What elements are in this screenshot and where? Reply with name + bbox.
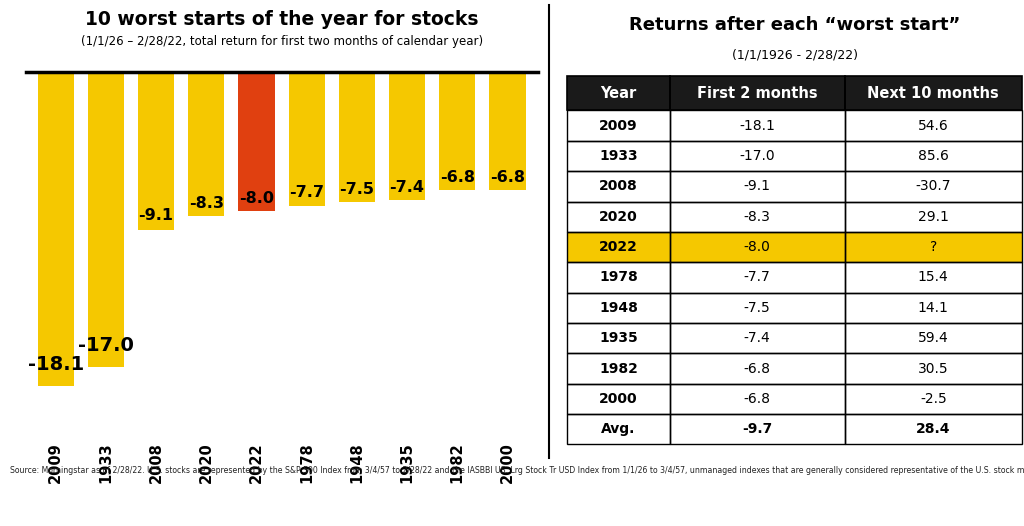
Bar	[439, 72, 475, 190]
Bar	[88, 72, 124, 367]
Bar	[289, 72, 325, 206]
Bar	[489, 72, 525, 190]
Text: 14.1: 14.1	[918, 301, 948, 315]
Text: 2000: 2000	[599, 392, 638, 406]
Text: 54.6: 54.6	[918, 119, 948, 133]
Text: 2008: 2008	[599, 179, 638, 194]
Text: 1978: 1978	[599, 270, 638, 285]
Text: 1948: 1948	[599, 301, 638, 315]
Text: -7.4: -7.4	[389, 180, 425, 195]
Text: -7.5: -7.5	[743, 301, 770, 315]
Text: -7.7: -7.7	[743, 270, 770, 285]
Bar	[239, 72, 274, 211]
Bar	[188, 72, 224, 216]
Text: Avg.: Avg.	[601, 422, 636, 436]
Bar	[339, 72, 375, 202]
Text: 28.4: 28.4	[916, 422, 950, 436]
Text: 29.1: 29.1	[918, 210, 948, 224]
Text: -2.5: -2.5	[920, 392, 946, 406]
Text: Returns after each “worst start”: Returns after each “worst start”	[629, 16, 961, 34]
Text: -8.3: -8.3	[743, 210, 770, 224]
Text: -8.0: -8.0	[743, 240, 770, 254]
Text: -18.1: -18.1	[739, 119, 775, 133]
Text: -8.3: -8.3	[188, 196, 224, 211]
Text: -8.0: -8.0	[239, 190, 274, 206]
Text: -9.1: -9.1	[138, 208, 174, 223]
Text: -6.8: -6.8	[743, 361, 771, 376]
Text: -17.0: -17.0	[739, 149, 775, 163]
Text: 2022: 2022	[599, 240, 638, 254]
Text: (1/1/26 – 2/28/22, total return for first two months of calendar year): (1/1/26 – 2/28/22, total return for firs…	[81, 35, 482, 48]
Text: First 2 months: First 2 months	[696, 86, 817, 101]
Text: 2020: 2020	[599, 210, 638, 224]
Text: -6.8: -6.8	[489, 170, 525, 185]
Text: 30.5: 30.5	[918, 361, 948, 376]
Text: -18.1: -18.1	[28, 355, 84, 374]
Text: -7.7: -7.7	[289, 185, 325, 200]
Text: -6.8: -6.8	[743, 392, 771, 406]
Text: 1933: 1933	[599, 149, 638, 163]
Text: -6.8: -6.8	[439, 170, 475, 185]
Bar	[389, 72, 425, 200]
Text: 2009: 2009	[599, 119, 638, 133]
Bar	[138, 72, 174, 230]
Text: 1982: 1982	[599, 361, 638, 376]
Text: -7.5: -7.5	[339, 182, 375, 197]
Text: -9.7: -9.7	[742, 422, 772, 436]
Text: 85.6: 85.6	[918, 149, 948, 163]
Text: ?: ?	[930, 240, 937, 254]
Text: -17.0: -17.0	[78, 336, 134, 355]
Text: Year: Year	[600, 86, 637, 101]
Text: 15.4: 15.4	[918, 270, 948, 285]
Text: 59.4: 59.4	[918, 331, 948, 345]
Text: -7.4: -7.4	[743, 331, 770, 345]
Text: 10 worst starts of the year for stocks: 10 worst starts of the year for stocks	[85, 10, 478, 29]
Bar	[38, 72, 74, 386]
Text: -30.7: -30.7	[915, 179, 951, 194]
Text: (1/1/1926 - 2/28/22): (1/1/1926 - 2/28/22)	[731, 48, 858, 62]
Text: Source: Morningstar as of 2/28/22. U.S. stocks are represented by the S&P 500 In: Source: Morningstar as of 2/28/22. U.S. …	[10, 466, 1024, 474]
Text: Next 10 months: Next 10 months	[867, 86, 999, 101]
Text: -9.1: -9.1	[743, 179, 771, 194]
Text: 1935: 1935	[599, 331, 638, 345]
